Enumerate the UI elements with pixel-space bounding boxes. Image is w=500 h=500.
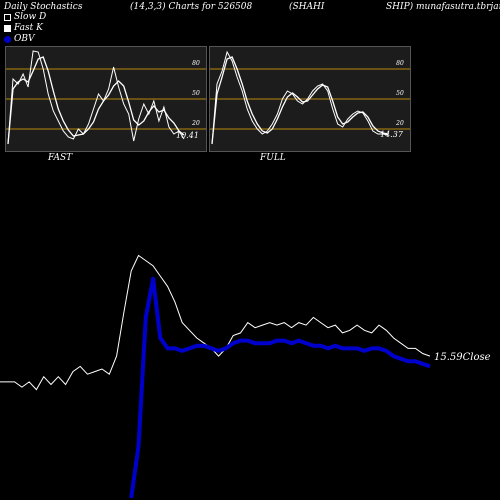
series-slow-d <box>211 56 389 145</box>
chart-title: Daily Stochastics <box>4 2 83 12</box>
tick-label: 80 <box>396 60 404 67</box>
series-slow-d <box>7 56 185 145</box>
close-value-label: 15.59Close <box>434 352 491 363</box>
fast-stochastic-plot: 80 50 20 10.41 <box>6 50 206 145</box>
last-value-label: 10.41 <box>176 131 199 140</box>
legend-obv-label: OBV <box>14 34 35 44</box>
chart-source: SHIP) munafasutra.tbrjars <box>386 2 500 12</box>
legend-slow-d: Slow D <box>4 12 46 22</box>
series-close <box>0 254 431 391</box>
full-stochastic-panel: 80 50 20 14.37 <box>209 46 411 152</box>
last-value-label: 14.37 <box>380 130 404 139</box>
slow-d-swatch-icon <box>4 13 11 21</box>
series-fast-k <box>7 50 185 145</box>
tick-label: 80 <box>192 60 200 67</box>
fast-k-swatch-icon <box>4 24 11 32</box>
series-obv <box>129 276 431 499</box>
full-stochastic-plot: 80 50 20 14.37 <box>210 50 410 145</box>
tick-label: 50 <box>396 90 404 97</box>
legend-fast-k: Fast K <box>4 23 43 33</box>
obv-swatch-icon <box>4 35 11 43</box>
fast-stochastic-panel: 80 50 20 10.41 <box>5 46 207 152</box>
chart-symbol: (SHAHI <box>289 2 325 12</box>
legend-slow-d-label: Slow D <box>14 12 47 22</box>
fast-panel-label: FAST <box>48 153 73 163</box>
tick-label: 20 <box>191 120 200 127</box>
tick-label: 20 <box>395 120 404 127</box>
legend-fast-k-label: Fast K <box>14 23 43 33</box>
full-panel-label: FULL <box>260 153 286 163</box>
legend-obv: OBV <box>4 34 35 44</box>
tick-label: 50 <box>192 90 200 97</box>
price-obv-plot: 15.59Close <box>0 254 491 499</box>
chart-params: (14,3,3) Charts for 526508 <box>130 2 253 12</box>
series-fast-k <box>211 50 389 145</box>
